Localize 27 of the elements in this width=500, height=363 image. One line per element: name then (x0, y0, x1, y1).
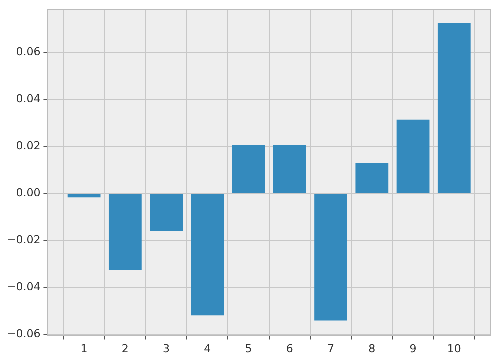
y-tick-label: 0.04 (16, 92, 41, 106)
bar (232, 145, 266, 194)
x-tick-label: 7 (328, 342, 335, 356)
x-tick-label: 1 (80, 342, 88, 356)
bar (314, 194, 348, 321)
x-tick-label: 10 (447, 342, 462, 356)
y-tick-label: 0.02 (16, 140, 41, 153)
y-tick-label: −0.04 (6, 280, 41, 294)
bar (356, 163, 389, 194)
y-tick-label: 0.06 (16, 46, 41, 59)
x-tick-label: 8 (368, 342, 376, 356)
x-tick-label: 6 (286, 342, 294, 356)
bar (68, 194, 101, 198)
bar (438, 23, 471, 194)
x-tick-label: 4 (204, 342, 212, 356)
x-tick-label: 9 (410, 342, 417, 356)
y-tick-label: 0.00 (16, 186, 41, 200)
y-tick-label: −0.02 (6, 233, 41, 246)
bar (273, 145, 306, 194)
y-tick-label: −0.06 (6, 327, 41, 340)
bar (150, 194, 183, 232)
bar (396, 120, 430, 194)
x-tick-label: 5 (245, 342, 252, 356)
x-tick-label: 2 (122, 342, 129, 356)
bar (191, 194, 224, 316)
bar (108, 194, 142, 270)
x-tick-label: 3 (163, 342, 170, 356)
